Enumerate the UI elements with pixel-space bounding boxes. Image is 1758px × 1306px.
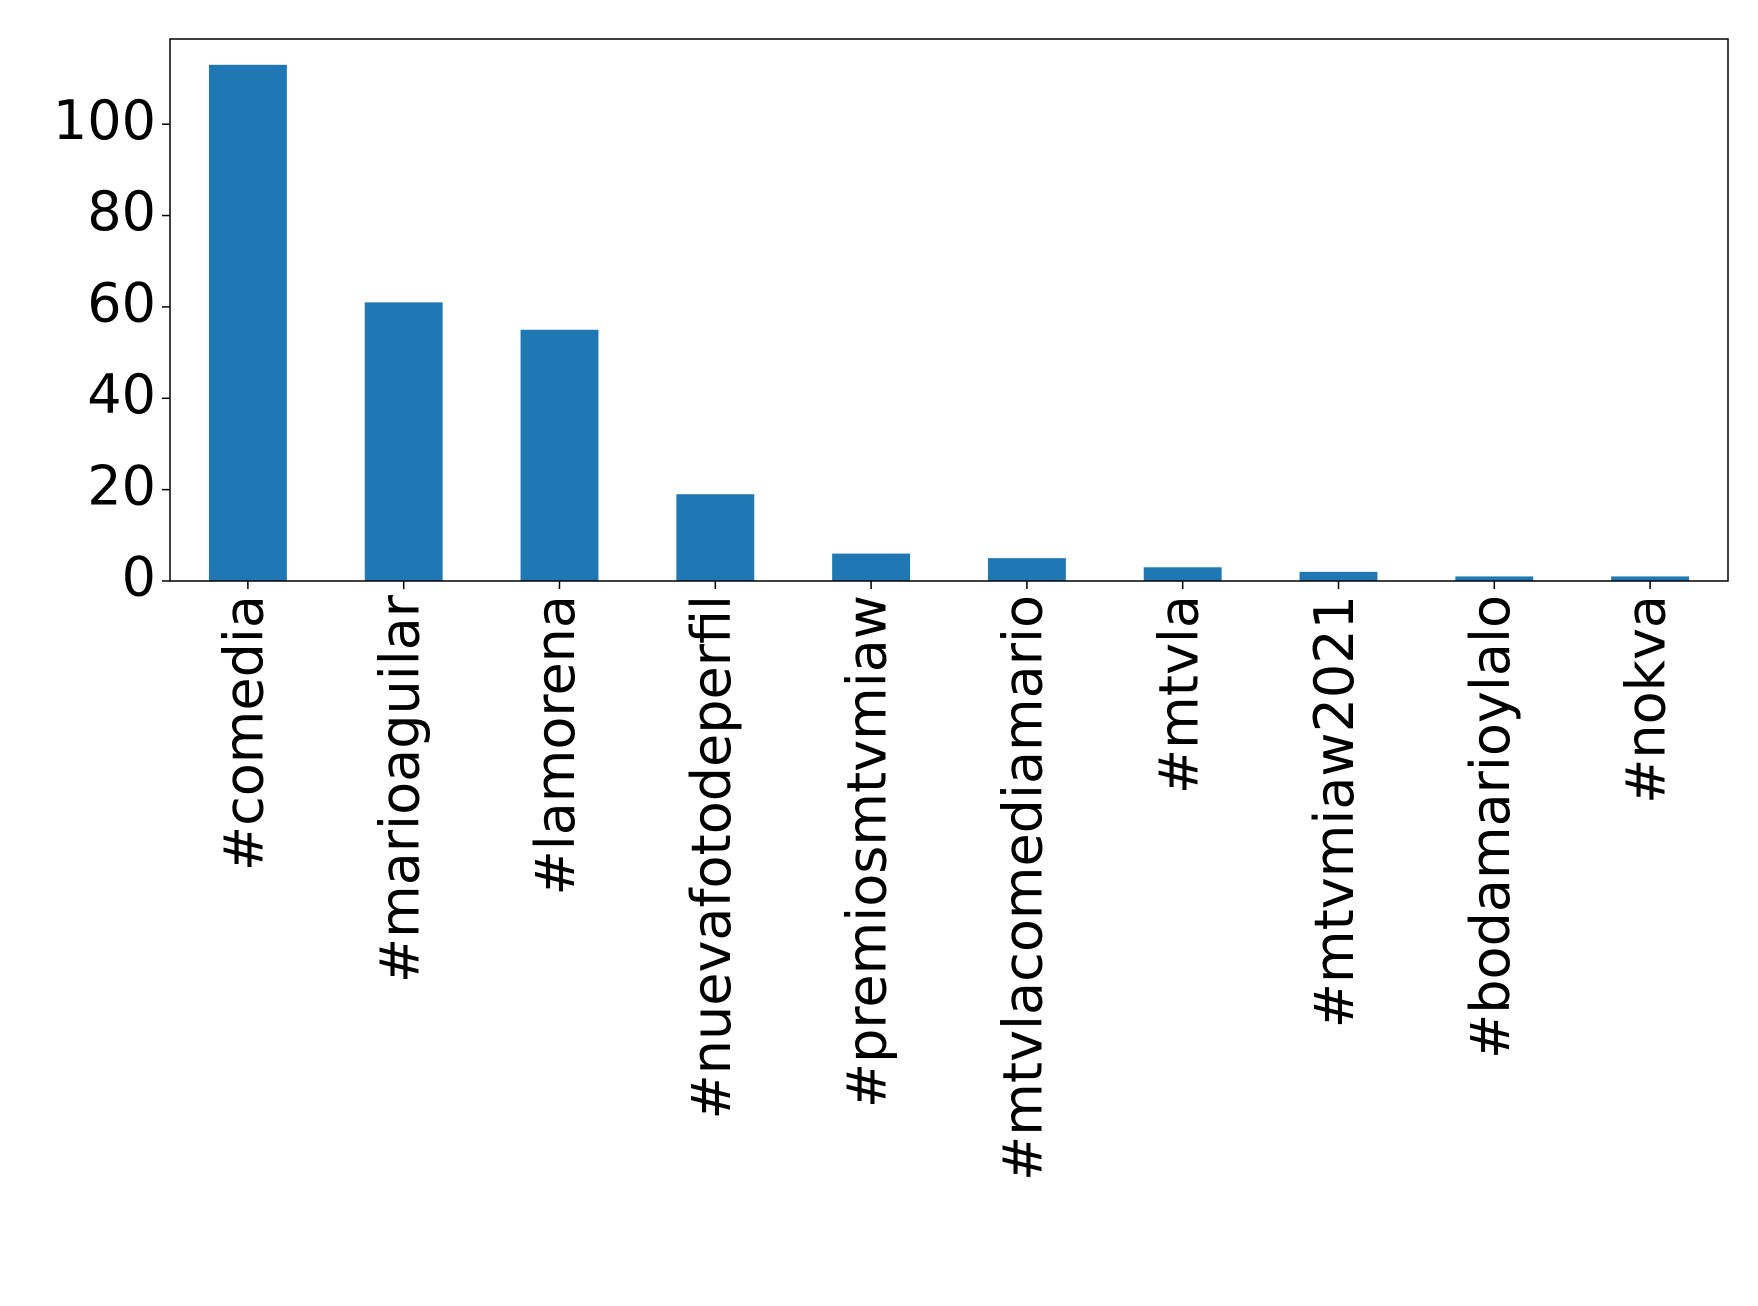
y-tick-label: 0 xyxy=(122,546,156,609)
x-tick-label: #mtvlacomediamario xyxy=(992,595,1055,1181)
bar xyxy=(1299,571,1378,581)
bar xyxy=(987,558,1066,581)
x-tick-label: #lamorena xyxy=(524,595,587,896)
x-tick-label: #comedia xyxy=(213,595,276,871)
bar xyxy=(832,553,911,581)
axes-frame xyxy=(169,38,1729,582)
y-tick-label: 20 xyxy=(87,454,156,517)
bar xyxy=(1611,576,1690,581)
bar xyxy=(208,64,287,582)
x-tick-label: #mtvmiaw2021 xyxy=(1303,595,1366,1028)
x-tick-label: #marioaguilar xyxy=(368,594,431,983)
x-tick-label: #bodamarioylalo xyxy=(1459,595,1522,1059)
bar xyxy=(520,329,599,581)
y-tick-label: 80 xyxy=(87,180,156,243)
x-tick-label: #nokva xyxy=(1615,595,1678,804)
bar xyxy=(364,302,443,581)
y-tick-label: 40 xyxy=(87,363,156,426)
bar xyxy=(676,494,755,581)
x-tick-label: #premiosmtvmiaw xyxy=(836,595,899,1108)
x-tick-label: #nuevafotodeperfil xyxy=(680,595,743,1119)
y-tick-label: 60 xyxy=(87,272,156,335)
y-tick-label: 100 xyxy=(53,89,156,152)
x-tick-label: #mtvla xyxy=(1147,595,1210,794)
bar xyxy=(1143,567,1222,581)
bar xyxy=(1455,576,1534,581)
